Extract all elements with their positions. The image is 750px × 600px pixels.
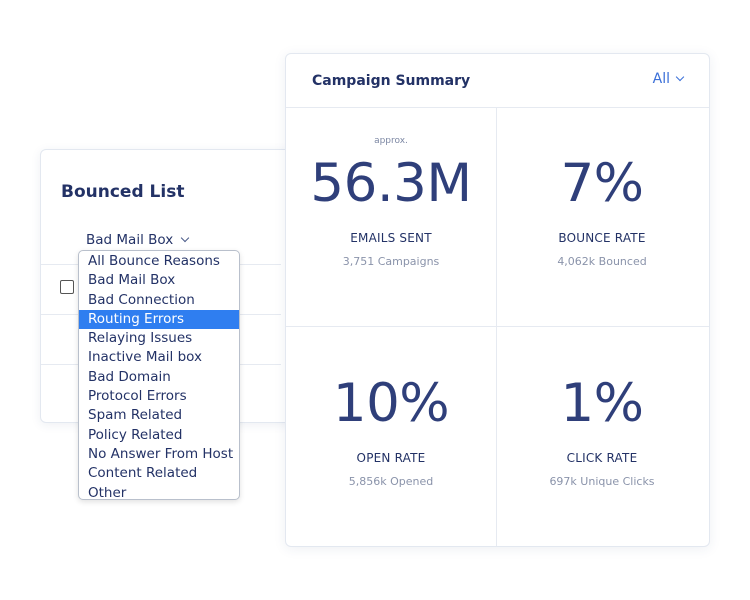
- dropdown-option-bad-mail-box[interactable]: Bad Mail Box: [88, 272, 176, 289]
- dropdown-option-relaying-issues[interactable]: Relaying Issues: [88, 330, 193, 347]
- metric-value: 56.3M: [310, 153, 472, 214]
- row-checkbox[interactable]: [60, 280, 74, 294]
- dropdown-option-other[interactable]: Other: [88, 484, 127, 501]
- metric-emails-sent: approx. 56.3M EMAILS SENT 3,751 Campaign…: [286, 107, 496, 326]
- range-select-value: All: [652, 71, 670, 87]
- dropdown-option-inactive-mail-box[interactable]: Inactive Mail box: [88, 349, 202, 366]
- bounce-reason-dropdown[interactable]: All Bounce Reasons Bad Mail Box Bad Conn…: [78, 250, 240, 501]
- metric-value: 7%: [560, 153, 644, 214]
- metric-label: OPEN RATE: [356, 451, 426, 465]
- metric-value: 1%: [560, 373, 644, 434]
- chevron-down-icon: [675, 72, 685, 82]
- metric-bounce-rate: 7% BOUNCE RATE 4,062k Bounced: [497, 107, 707, 326]
- metric-subtext: 3,751 Campaigns: [342, 255, 440, 268]
- dropdown-option-bad-connection[interactable]: Bad Connection: [88, 291, 195, 308]
- dropdown-option-routing-errors[interactable]: Routing Errors: [79, 309, 239, 330]
- dropdown-option-no-answer-from-host[interactable]: No Answer From Host: [88, 445, 234, 462]
- metric-open-rate: 10% OPEN RATE 5,856k Opened: [286, 327, 496, 546]
- metric-label: EMAILS SENT: [350, 231, 432, 245]
- dropdown-option-all-bounce-reasons[interactable]: All Bounce Reasons: [88, 253, 220, 269]
- metrics-grid: approx. 56.3M EMAILS SENT 3,751 Campaign…: [286, 107, 709, 546]
- metric-label: BOUNCE RATE: [558, 231, 646, 245]
- range-select[interactable]: All: [652, 71, 685, 87]
- bounce-reason-select-value: Bad Mail Box: [86, 232, 174, 248]
- dropdown-option-content-related[interactable]: Content Related: [88, 465, 198, 482]
- campaign-summary-card: Campaign Summary All approx. 56.3M EMAIL…: [285, 53, 710, 547]
- metric-click-rate: 1% CLICK RATE 697k Unique Clicks: [497, 327, 707, 546]
- bounce-reason-select[interactable]: Bad Mail Box: [86, 232, 190, 248]
- summary-header: Campaign Summary All: [286, 54, 709, 108]
- summary-title: Campaign Summary: [312, 73, 471, 89]
- divider: [286, 326, 709, 327]
- metric-subtext: 697k Unique Clicks: [549, 475, 655, 488]
- metric-note: approx.: [374, 136, 408, 146]
- dropdown-option-protocol-errors[interactable]: Protocol Errors: [88, 388, 187, 405]
- metric-label: CLICK RATE: [566, 451, 638, 465]
- metric-subtext: 5,856k Opened: [348, 475, 434, 488]
- dropdown-option-spam-related[interactable]: Spam Related: [88, 407, 183, 424]
- dropdown-option-policy-related[interactable]: Policy Related: [88, 426, 183, 443]
- dropdown-option-bad-domain[interactable]: Bad Domain: [88, 368, 171, 385]
- bounced-list-title: Bounced List: [61, 182, 185, 202]
- metric-subtext: 4,062k Bounced: [557, 255, 647, 268]
- metric-value: 10%: [332, 373, 450, 434]
- chevron-down-icon: [180, 233, 190, 243]
